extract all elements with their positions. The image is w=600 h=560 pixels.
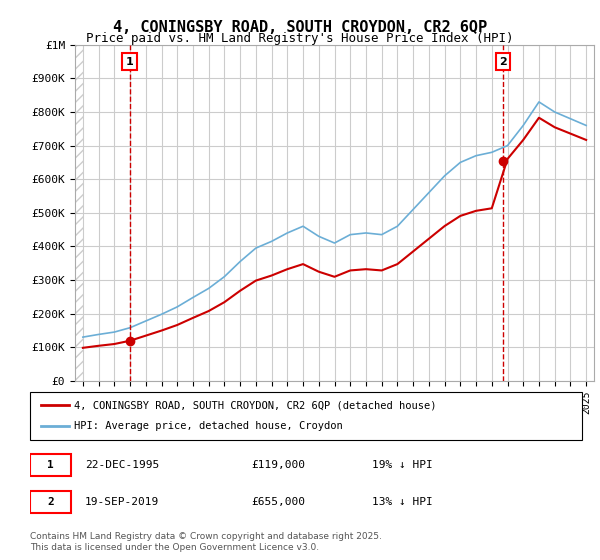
Text: 2: 2 [47,497,54,507]
Text: 13% ↓ HPI: 13% ↓ HPI [372,497,433,507]
Text: Contains HM Land Registry data © Crown copyright and database right 2025.
This d: Contains HM Land Registry data © Crown c… [30,532,382,552]
Text: Price paid vs. HM Land Registry's House Price Index (HPI): Price paid vs. HM Land Registry's House … [86,32,514,45]
Text: 2: 2 [499,57,507,67]
Bar [75,45,83,381]
Text: £119,000: £119,000 [251,460,305,470]
Text: 19-SEP-2019: 19-SEP-2019 [85,497,160,507]
FancyBboxPatch shape [30,491,71,512]
Text: 22-DEC-1995: 22-DEC-1995 [85,460,160,470]
Text: 4, CONINGSBY ROAD, SOUTH CROYDON, CR2 6QP (detached house): 4, CONINGSBY ROAD, SOUTH CROYDON, CR2 6Q… [74,400,437,410]
FancyBboxPatch shape [30,392,582,440]
Text: £655,000: £655,000 [251,497,305,507]
Text: 1: 1 [47,460,54,470]
Text: HPI: Average price, detached house, Croydon: HPI: Average price, detached house, Croy… [74,421,343,431]
Text: 4, CONINGSBY ROAD, SOUTH CROYDON, CR2 6QP: 4, CONINGSBY ROAD, SOUTH CROYDON, CR2 6Q… [113,20,487,35]
Text: 19% ↓ HPI: 19% ↓ HPI [372,460,433,470]
FancyBboxPatch shape [30,454,71,476]
Text: 1: 1 [125,57,133,67]
